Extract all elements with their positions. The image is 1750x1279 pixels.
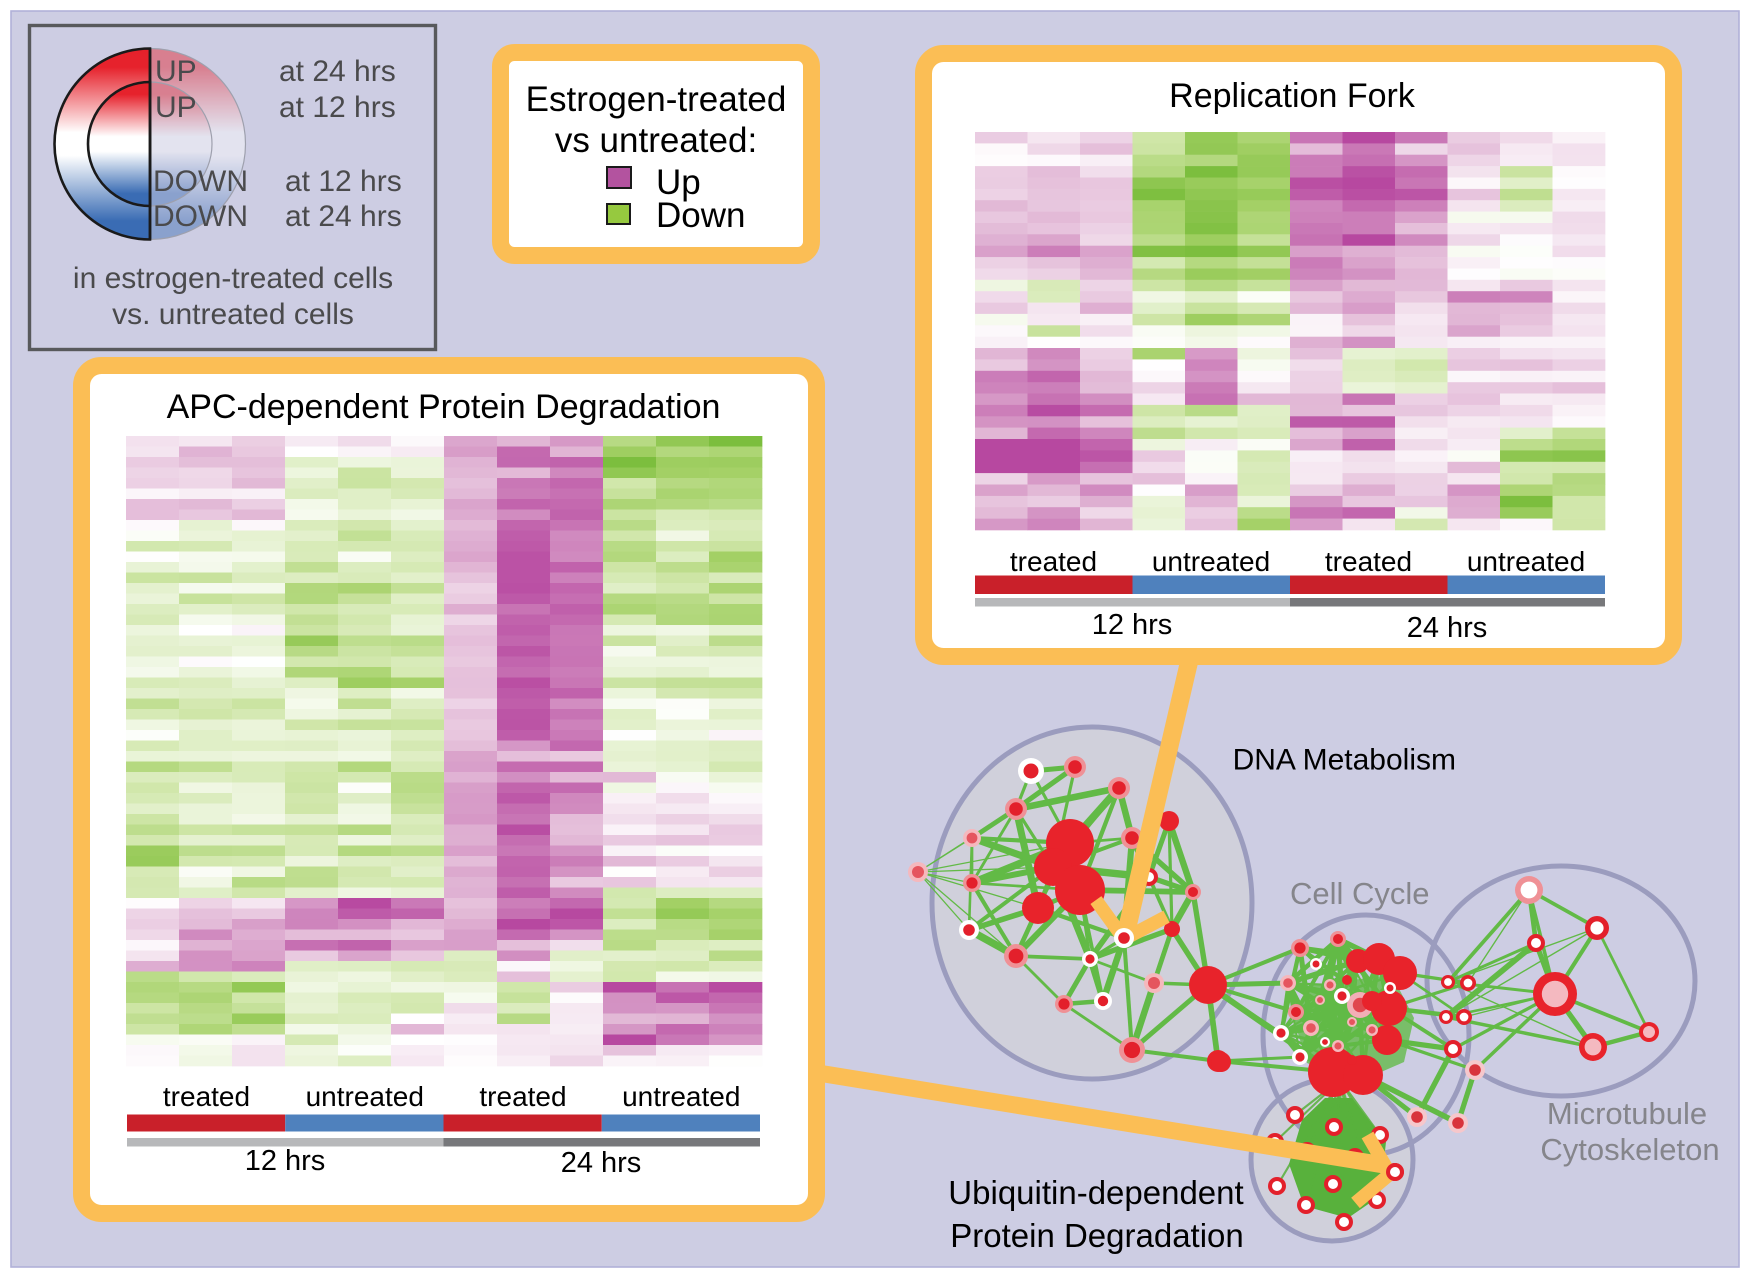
svg-text:Replication Fork: Replication Fork [1169,77,1416,115]
svg-text:untreated: untreated [1467,546,1585,577]
svg-text:Down: Down [656,196,745,235]
svg-text:Microtubule: Microtubule [1547,1096,1707,1131]
svg-text:DOWN: DOWN [153,200,248,233]
svg-text:treated: treated [163,1081,250,1112]
svg-text:Up: Up [656,163,701,202]
svg-text:Estrogen-treated: Estrogen-treated [526,80,787,119]
svg-text:APC-dependent Protein Degradat: APC-dependent Protein Degradation [167,388,721,426]
svg-text:treated: treated [1325,546,1412,577]
svg-text:in estrogen-treated cells: in estrogen-treated cells [73,262,393,295]
svg-text:vs. untreated cells: vs. untreated cells [112,298,354,331]
svg-text:treated: treated [1010,546,1097,577]
svg-text:UP: UP [155,55,197,88]
svg-text:at 12 hrs: at 12 hrs [285,165,402,198]
svg-text:12 hrs: 12 hrs [1092,609,1173,641]
svg-text:UP: UP [155,91,197,124]
svg-text:untreated: untreated [622,1081,740,1112]
svg-text:vs untreated:: vs untreated: [555,121,757,160]
svg-text:Protein Degradation: Protein Degradation [950,1217,1244,1254]
svg-text:12 hrs: 12 hrs [245,1145,326,1177]
svg-text:DOWN: DOWN [153,165,248,198]
svg-text:treated: treated [479,1081,566,1112]
svg-text:24 hrs: 24 hrs [561,1147,642,1179]
svg-text:DNA Metabolism: DNA Metabolism [1233,744,1456,777]
svg-text:untreated: untreated [306,1081,424,1112]
svg-text:24 hrs: 24 hrs [1407,612,1488,644]
svg-text:at 12 hrs: at 12 hrs [279,91,396,124]
svg-text:Cell Cycle: Cell Cycle [1290,876,1430,911]
svg-text:Cytoskeleton: Cytoskeleton [1540,1132,1719,1167]
svg-text:at 24 hrs: at 24 hrs [285,200,402,233]
svg-text:at 24 hrs: at 24 hrs [279,55,396,88]
svg-text:Ubiquitin-dependent: Ubiquitin-dependent [948,1174,1243,1211]
svg-text:untreated: untreated [1152,546,1270,577]
